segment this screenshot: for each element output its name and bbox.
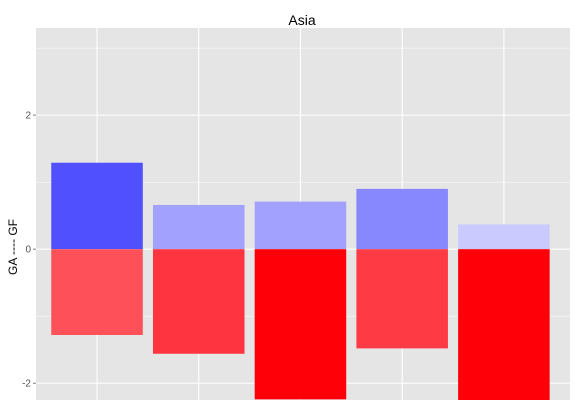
y-axis-ticks: -2 0 2 xyxy=(22,111,36,390)
bar-gf-2 xyxy=(152,204,245,250)
bar-ga-1 xyxy=(51,249,143,335)
y-tick-label: 0 xyxy=(25,245,31,256)
chart-title: Asia xyxy=(288,12,315,28)
y-tick-label: -2 xyxy=(22,379,31,390)
y-tick-label: 2 xyxy=(25,111,31,122)
bar-ga-5 xyxy=(458,249,550,400)
y-axis-label: GA ---- GF xyxy=(6,219,20,275)
bar-ga-4 xyxy=(356,249,448,349)
bar-gf-1 xyxy=(51,162,143,250)
bars xyxy=(51,162,550,400)
bar-ga-3 xyxy=(254,249,347,400)
bar-ga-2 xyxy=(152,249,245,354)
bar-gf-5 xyxy=(458,224,550,250)
bar-gf-4 xyxy=(356,188,448,250)
bar-gf-3 xyxy=(254,201,347,250)
